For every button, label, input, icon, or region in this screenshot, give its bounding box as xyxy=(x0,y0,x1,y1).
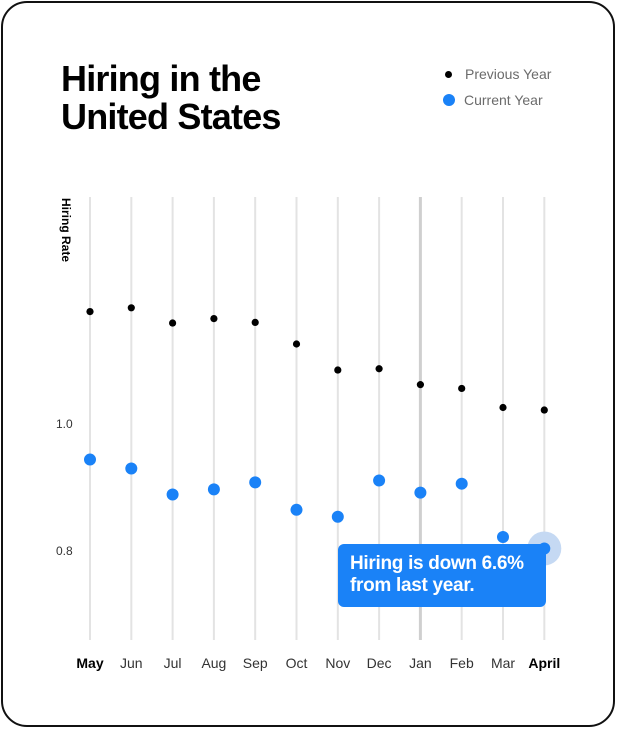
point-previous-dec xyxy=(375,365,383,373)
y-tick-1: 1.0 xyxy=(56,417,73,431)
y-axis-label: Hiring Rate xyxy=(59,198,73,262)
x-tick-may: May xyxy=(76,655,103,671)
point-current-jan xyxy=(414,486,427,499)
point-previous-may xyxy=(86,308,94,316)
point-current-oct xyxy=(290,503,303,516)
point-current-jun xyxy=(125,462,138,475)
point-previous-jul xyxy=(169,319,177,327)
x-tick-feb: Feb xyxy=(450,655,474,671)
point-current-dec xyxy=(373,474,386,487)
x-tick-aug: Aug xyxy=(201,655,226,671)
x-tick-april: April xyxy=(528,655,560,671)
annotation-callout: Hiring is down 6.6% from last year. xyxy=(338,544,546,607)
point-previous-jun xyxy=(127,304,135,312)
point-previous-mar xyxy=(499,403,507,412)
point-current-may xyxy=(84,453,96,466)
point-current-jul xyxy=(166,488,179,501)
point-previous-aug xyxy=(210,314,218,323)
x-tick-jan: Jan xyxy=(409,655,432,671)
legend-marker-previous-year xyxy=(445,70,452,78)
x-tick-jul: Jul xyxy=(164,655,182,671)
x-tick-mar: Mar xyxy=(491,655,515,671)
series-current-year xyxy=(84,453,562,566)
x-tick-sep: Sep xyxy=(243,655,268,671)
series-previous-year xyxy=(86,304,548,414)
legend-marker-current-year xyxy=(443,94,455,106)
point-current-nov xyxy=(331,510,344,523)
legend-label-previous-year: Previous Year xyxy=(465,66,552,82)
x-tick-oct: Oct xyxy=(286,655,308,671)
point-current-mar xyxy=(497,531,509,544)
point-previous-oct xyxy=(292,340,301,348)
x-axis-ticks: May Jun Jul Aug Sep Oct Nov Dec Jan Feb Mar April xyxy=(76,655,560,671)
point-current-feb xyxy=(455,477,468,490)
y-tick-0-8: 0.8 xyxy=(56,544,73,558)
legend-item-current-year: Current Year xyxy=(440,88,551,112)
x-tick-jun: Jun xyxy=(120,655,143,671)
point-previous-feb xyxy=(458,384,466,393)
point-current-aug xyxy=(207,483,220,496)
chart-title: Hiring in the United States xyxy=(61,58,281,137)
x-tick-dec: Dec xyxy=(367,655,392,671)
point-previous-sep xyxy=(251,318,259,326)
point-previous-april xyxy=(540,406,548,414)
point-previous-nov xyxy=(334,366,342,374)
legend-item-previous-year: Previous Year xyxy=(440,62,551,86)
point-previous-jan xyxy=(416,381,424,389)
chart-legend: Previous Year Current Year xyxy=(440,62,551,114)
y-axis-ticks: 0.8 1.0 xyxy=(56,417,73,558)
x-tick-nov: Nov xyxy=(325,655,350,671)
point-current-sep xyxy=(249,476,262,489)
legend-label-current-year: Current Year xyxy=(464,92,543,108)
